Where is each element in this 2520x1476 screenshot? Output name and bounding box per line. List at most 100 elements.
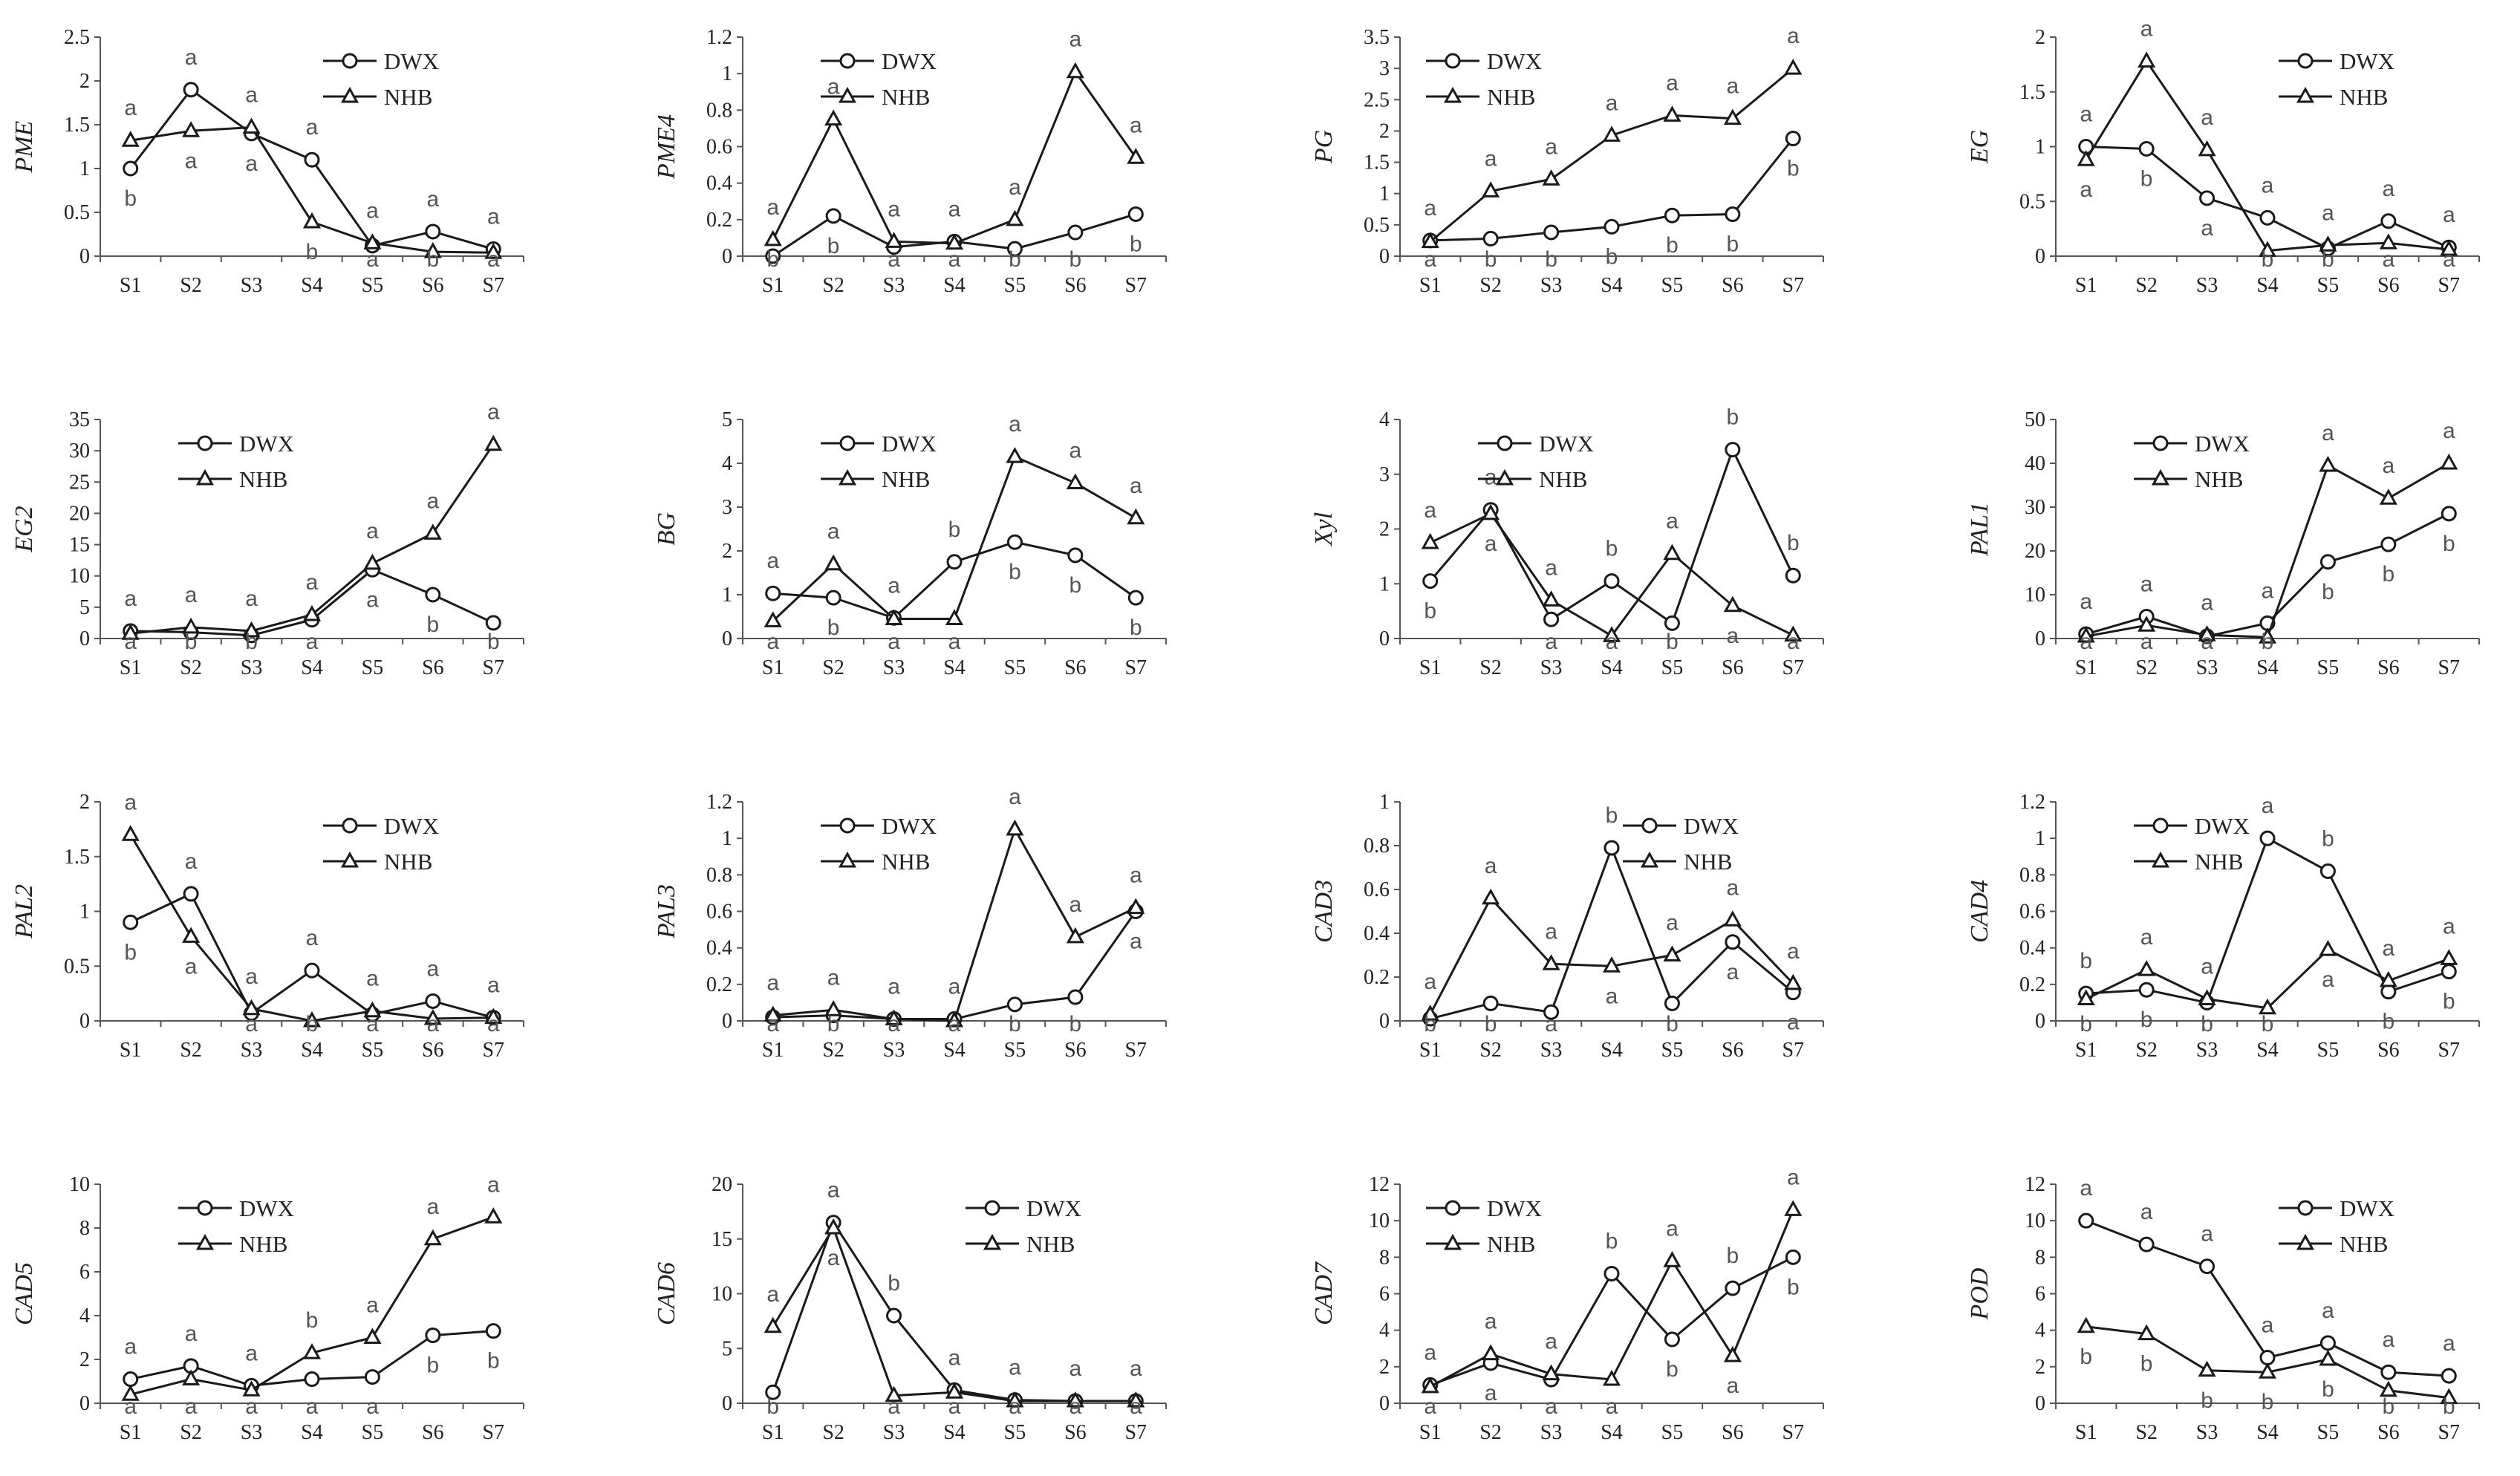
x-tick-label: S5: [1004, 656, 1026, 679]
legend-item-nhb: NHB: [178, 1231, 287, 1257]
significance-letter: a: [948, 1012, 961, 1036]
point-nhb: [1723, 1346, 1742, 1362]
x-tick-label: S4: [301, 1039, 323, 1062]
legend-label: NHB: [384, 84, 432, 110]
y-tick-label: 1: [1379, 183, 1390, 206]
x-tick-label: S7: [482, 1421, 504, 1444]
point-nhb: [182, 1369, 201, 1386]
y-tick-label: 0.6: [706, 136, 732, 159]
point-dwx: [946, 554, 963, 570]
point-nhb: [302, 1010, 322, 1028]
x-tick-label: S5: [362, 1421, 384, 1444]
x-tick-label: S7: [1124, 656, 1147, 679]
significance-letter: a: [2322, 1299, 2334, 1323]
significance-letter: b: [827, 615, 840, 640]
legend-label: NHB: [1487, 1231, 1535, 1257]
significance-letter: a: [1485, 1310, 1497, 1334]
point-nhb: [824, 109, 843, 126]
significance-letter: b: [427, 247, 440, 272]
y-tick-label: 4: [722, 452, 732, 475]
x-tick-label: S5: [1661, 1039, 1684, 1062]
y-tick-label: 1.2: [706, 26, 732, 49]
significance-letter: b: [1727, 1244, 1739, 1268]
significance-letter: a: [1130, 474, 1142, 498]
y-tick-label: 0: [1379, 627, 1390, 650]
y-tick-label: 2: [722, 540, 732, 563]
point-dwx: [1006, 996, 1023, 1013]
x-tick-label: S6: [2377, 1039, 2400, 1062]
point-nhb: [2440, 240, 2458, 256]
y-tick-label: 10: [2025, 1209, 2045, 1232]
significance-letter: a: [1485, 466, 1497, 490]
significance-letter: a: [766, 1282, 779, 1307]
x-tick-label: S3: [2196, 656, 2218, 679]
significance-letter: a: [366, 247, 379, 272]
x-tick-label: S4: [1601, 1039, 1623, 1062]
significance-letter: a: [1130, 863, 1142, 888]
significance-letter: a: [948, 630, 961, 654]
x-tick-label: S7: [482, 274, 504, 297]
legend-item-nhb: NHB: [1623, 849, 1732, 875]
point-nhb: [242, 1380, 261, 1397]
significance-letter: a: [1787, 1165, 1800, 1189]
y-tick-label: 8: [2035, 1246, 2045, 1269]
point-nhb: [423, 523, 442, 540]
y-tick-label: 12: [2025, 1173, 2045, 1196]
significance-letter: a: [185, 1322, 198, 1346]
point-nhb: [1006, 1391, 1024, 1408]
significance-letter: a: [366, 587, 379, 612]
significance-letter: a: [306, 630, 319, 654]
y-tick-label: 2: [79, 1348, 90, 1371]
panel-cad4: 0 0.2 0.4 0.6 0.8 1 1.2 CAD4 S1 S2 S3 S4 S5 S6 S7 b b a b a…: [1966, 791, 2480, 1062]
significance-letter: a: [124, 630, 137, 654]
significance-letter: b: [2443, 1394, 2455, 1419]
point-nhb: [1421, 1377, 1439, 1394]
point-dwx: [1067, 547, 1084, 564]
significance-letter: a: [1009, 785, 1021, 809]
y-tick-label: 10: [69, 565, 90, 588]
point-nhb: [1542, 954, 1560, 970]
legend-item-nhb: NHB: [2279, 84, 2388, 110]
significance-letter: b: [2322, 580, 2334, 604]
y-tick-label: 1: [722, 62, 732, 85]
y-tick-label: 0.5: [2019, 190, 2045, 213]
significance-letter: a: [427, 187, 440, 212]
y-axis-title: PME: [10, 120, 38, 173]
point-dwx: [2380, 1364, 2397, 1380]
y-tick-label: 0: [2035, 245, 2045, 268]
y-tick-label: 1.2: [2019, 791, 2045, 814]
legend-marker-circle: [2152, 435, 2169, 451]
y-tick-label: 0.8: [1364, 835, 1390, 858]
point-nhb: [1421, 1005, 1439, 1021]
significance-letter: a: [2383, 936, 2395, 961]
point-nhb: [363, 233, 382, 249]
point-dwx: [1664, 615, 1680, 631]
x-tick-label: S3: [2196, 1421, 2218, 1444]
legend-label: DWX: [1487, 48, 1542, 74]
significance-letter: b: [2383, 1010, 2395, 1034]
significance-letter: a: [306, 115, 319, 140]
point-dwx: [364, 1369, 380, 1385]
significance-letter: a: [1485, 146, 1497, 171]
point-dwx: [123, 160, 139, 177]
legend-label: DWX: [2195, 431, 2250, 457]
point-nhb: [1066, 1391, 1084, 1408]
significance-letter: a: [1424, 196, 1436, 221]
legend-item-dwx: DWX: [2134, 431, 2250, 457]
point-nhb: [824, 1000, 843, 1016]
significance-letter: a: [124, 790, 137, 814]
x-tick-label: S4: [943, 1039, 966, 1062]
point-nhb: [1127, 148, 1145, 164]
point-nhb: [2379, 1380, 2397, 1397]
significance-letter: a: [1545, 630, 1557, 654]
legend-label: NHB: [1684, 849, 1732, 875]
y-tick-label: 6: [79, 1261, 90, 1284]
legend-marker-triangle: [838, 468, 857, 486]
legend-item-nhb: NHB: [178, 466, 287, 492]
x-tick-label: S2: [1479, 274, 1502, 297]
y-tick-label: 0.8: [706, 99, 732, 122]
point-nhb: [2258, 998, 2277, 1015]
